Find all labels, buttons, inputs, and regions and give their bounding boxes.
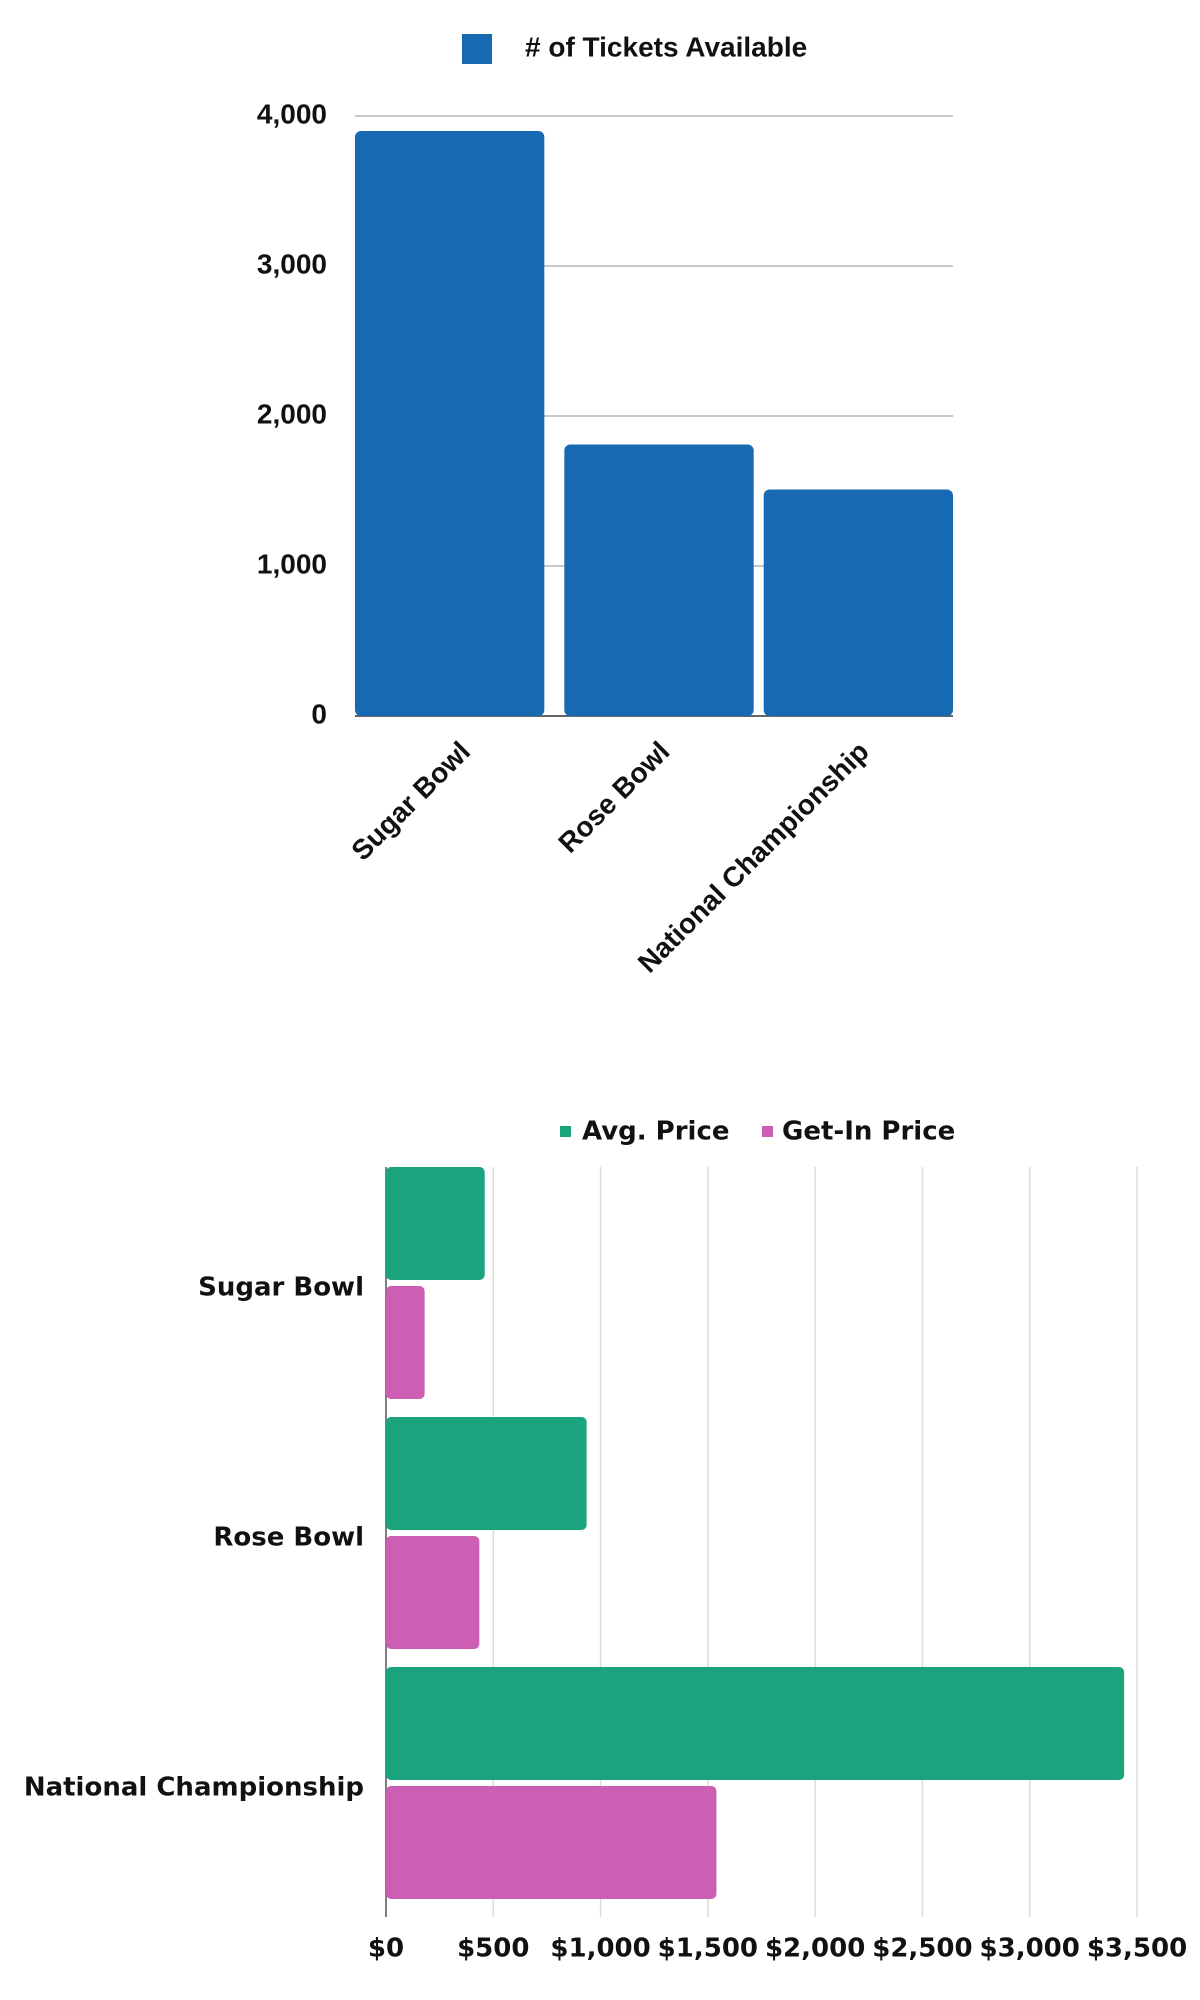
bar — [763, 489, 953, 716]
tickets-chart: 0 1,000 2,000 3,000 4,000 # of Tickets Availa… — [257, 31, 953, 979]
bar — [355, 131, 545, 716]
x-tick-label: $2,500 — [872, 1934, 972, 1964]
y-tick-label: 0 — [311, 698, 327, 729]
bar — [386, 1667, 1125, 1780]
x-tick-label: Sugar Bowl — [345, 736, 476, 867]
legend-label: Avg. Price — [582, 1117, 730, 1147]
y-tick-label: National Championship — [24, 1773, 364, 1803]
y-tick-label: 3,000 — [257, 248, 327, 279]
y-tick-label: 1,000 — [257, 548, 327, 579]
bar — [386, 1536, 480, 1649]
x-tick-label: $0 — [368, 1934, 404, 1964]
y-tick-label: 4,000 — [257, 98, 327, 129]
legend-label: # of Tickets Available — [525, 31, 807, 62]
bar — [386, 1286, 425, 1399]
bar — [386, 1417, 587, 1530]
y-tick-label: Sugar Bowl — [198, 1273, 364, 1303]
x-tick-label: $3,500 — [1087, 1934, 1187, 1964]
x-tick-label: $1,000 — [550, 1934, 650, 1964]
bar — [386, 1786, 717, 1899]
bar — [386, 1167, 485, 1280]
legend-label: Get-In Price — [782, 1117, 955, 1147]
x-tick-label: $2,000 — [765, 1934, 865, 1964]
y-tick-label: Rose Bowl — [213, 1523, 364, 1553]
x-tick-label: $500 — [457, 1934, 529, 1964]
bar — [564, 444, 754, 716]
y-tick-label: 2,000 — [257, 398, 327, 429]
x-tick-label: National Championship — [632, 736, 875, 979]
legend-swatch — [560, 1126, 571, 1137]
x-tick-label: $3,000 — [980, 1934, 1080, 1964]
x-tick-label: $1,500 — [658, 1934, 758, 1964]
price-chart: $0 $500 $1,000 $1,500 $2,000 $2,500 $3,000 $3,5… — [24, 1117, 1187, 1964]
legend-swatch — [762, 1126, 773, 1137]
x-tick-label: Rose Bowl — [552, 736, 675, 859]
legend-swatch — [462, 34, 492, 64]
